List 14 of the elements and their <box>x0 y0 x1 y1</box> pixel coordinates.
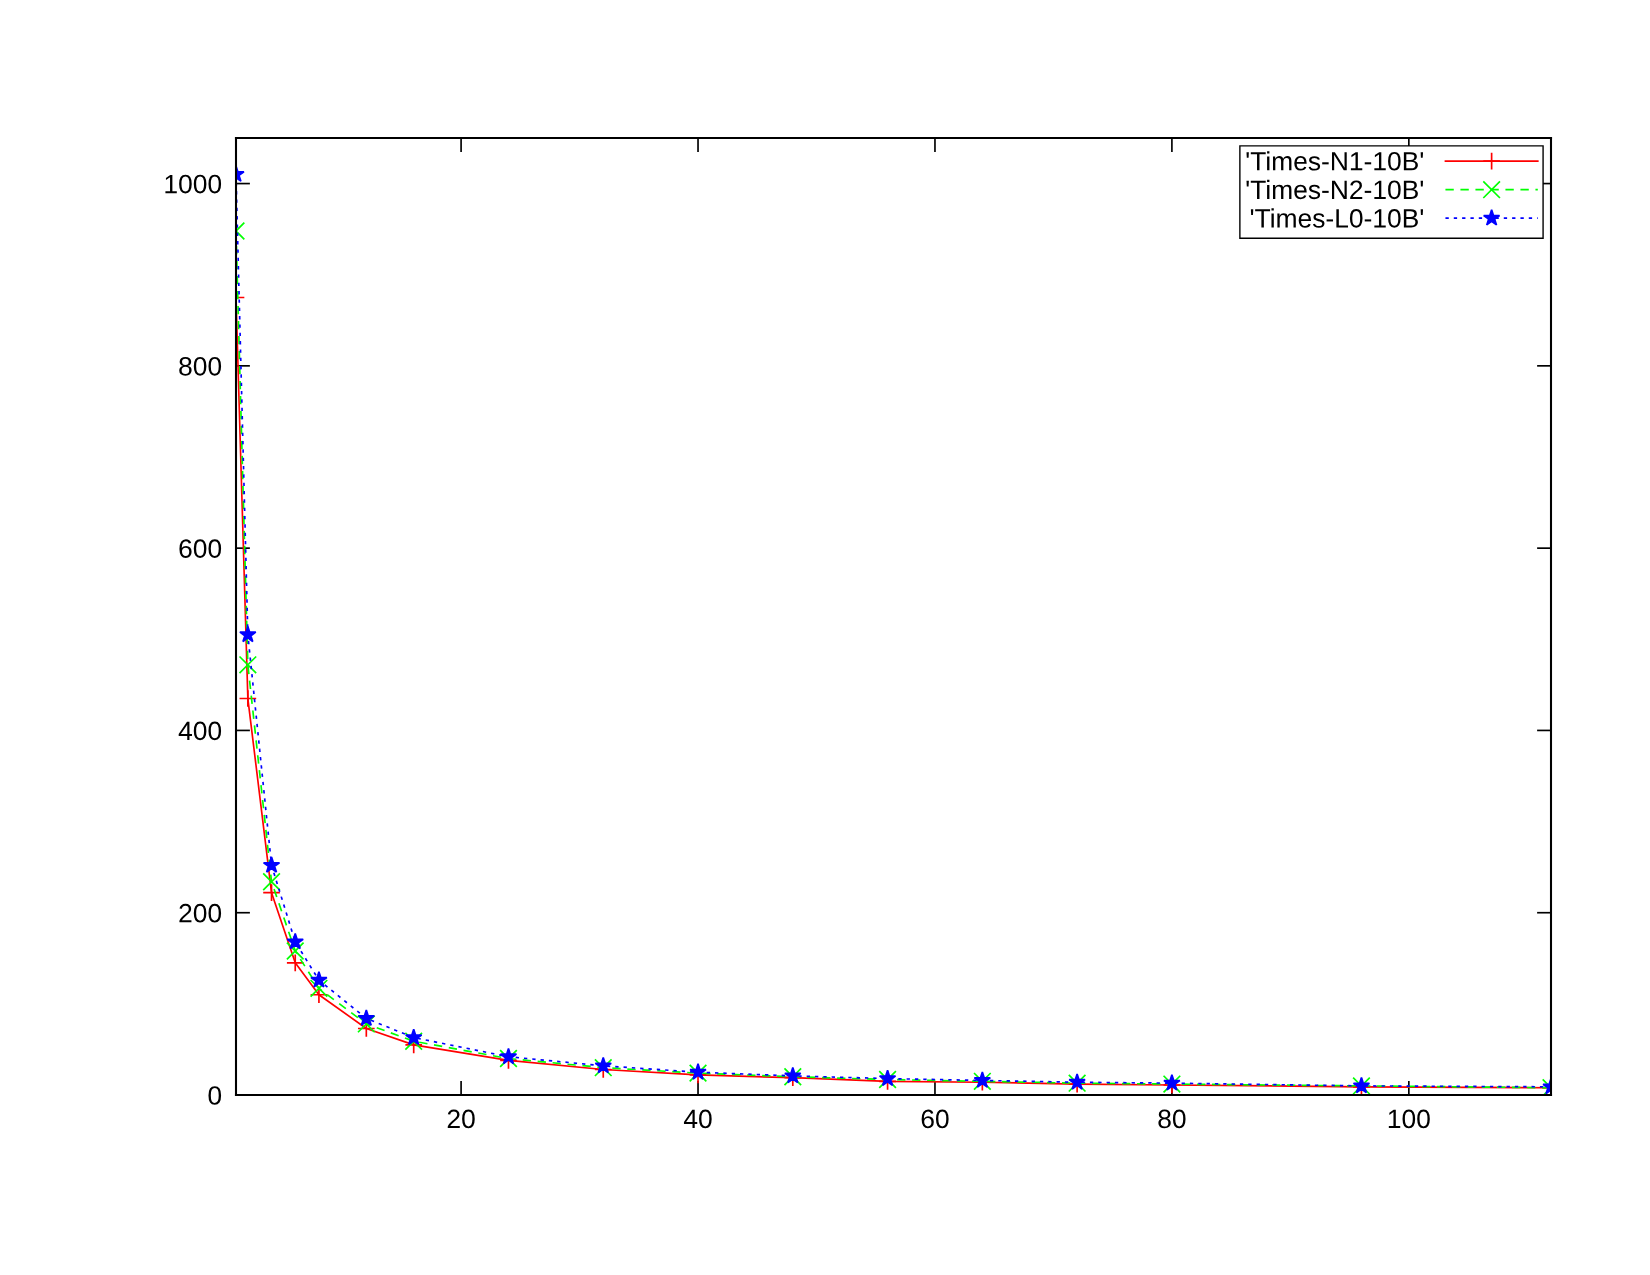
y-tick-label: 600 <box>179 539 222 558</box>
y-tick-label: 800 <box>179 356 222 376</box>
x-tick-label: 20 <box>447 1109 475 1129</box>
y-tick-label: 1000 <box>165 174 222 194</box>
legend-label: 'Times-L0-10B' <box>1250 208 1424 228</box>
x-tick-label: 80 <box>1158 1109 1186 1129</box>
legend-label: 'Times-N2-10B' <box>1246 179 1424 200</box>
x-tick-label: 40 <box>683 1109 712 1129</box>
y-tick-label: 0 <box>208 1086 222 1105</box>
legend-label: 'Times-N1-10B' <box>1246 151 1424 171</box>
x-tick-label: 100 <box>1388 1109 1430 1129</box>
y-tick-label: 400 <box>178 721 222 741</box>
x-tick-label: 60 <box>921 1109 949 1129</box>
y-tick-label: 200 <box>179 903 222 923</box>
